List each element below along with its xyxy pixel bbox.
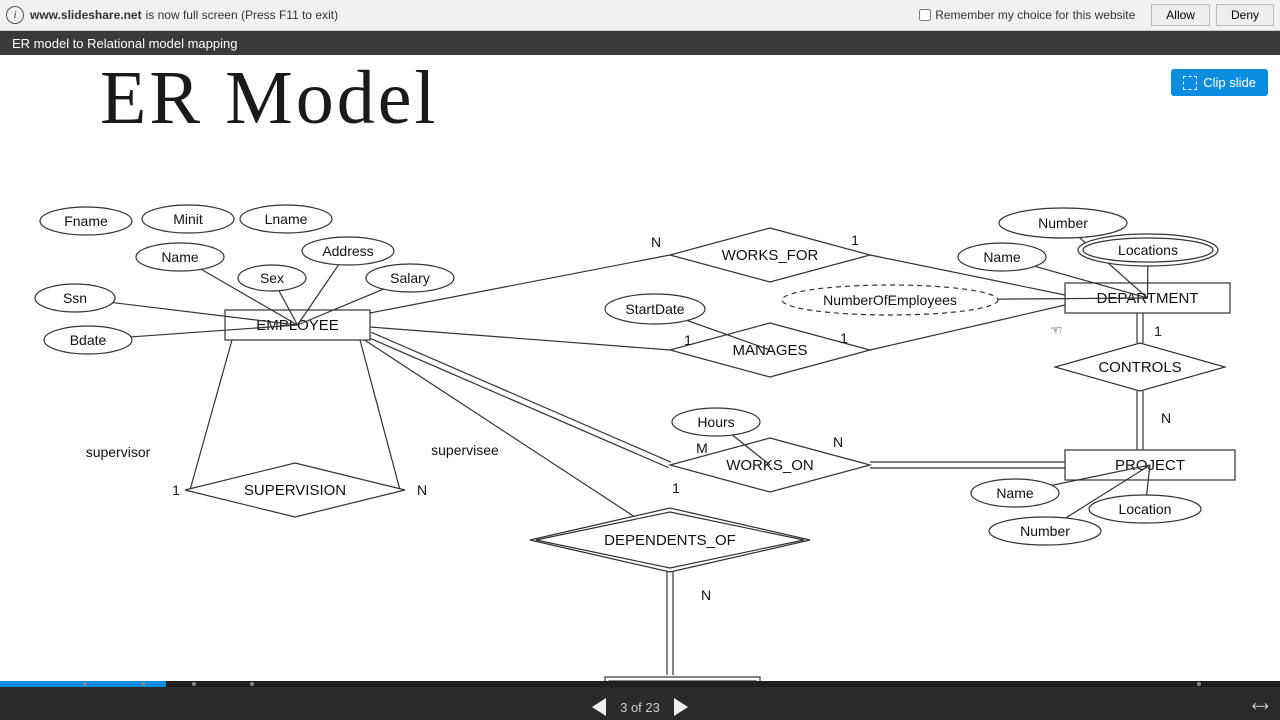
svg-text:CONTROLS: CONTROLS [1098,359,1181,376]
svg-text:Fname: Fname [64,213,108,229]
svg-text:1: 1 [840,330,848,346]
notif-message: is now full screen (Press F11 to exit) [146,8,339,22]
svg-text:N: N [833,434,843,450]
svg-text:Lname: Lname [265,211,308,227]
svg-text:Locations: Locations [1118,242,1178,258]
svg-text:WORKS_ON: WORKS_ON [726,457,814,474]
slide-canvas: ER Model Clip slide EMPLOYEEDEPARTMENTPR… [0,55,1280,681]
svg-text:SUPERVISION: SUPERVISION [244,482,346,499]
progress-dot [1197,682,1201,686]
svg-text:supervisor: supervisor [86,444,151,460]
progress-dot [141,682,145,686]
prev-slide-button[interactable] [592,698,606,716]
svg-text:Salary: Salary [390,270,430,286]
fullscreen-notification-bar: i www.slideshare.net is now full screen … [0,0,1280,31]
svg-text:☜: ☜ [1050,322,1063,338]
svg-text:supervisee: supervisee [431,442,499,458]
svg-text:Ssn: Ssn [63,290,87,306]
svg-text:1: 1 [684,332,692,348]
svg-text:Address: Address [322,243,373,259]
svg-text:DEPENDENTS_OF: DEPENDENTS_OF [604,532,736,549]
svg-text:1: 1 [1154,323,1162,339]
svg-text:M: M [696,440,708,456]
svg-text:Number: Number [1038,215,1088,231]
svg-text:Number: Number [1020,523,1070,539]
svg-text:N: N [701,587,711,603]
info-icon: i [6,6,24,24]
svg-text:N: N [1161,410,1171,426]
remember-label: Remember my choice for this website [935,8,1135,22]
progress-dot [192,682,196,686]
svg-text:Sex: Sex [260,270,284,286]
svg-text:MANAGES: MANAGES [732,342,807,359]
svg-text:1: 1 [851,232,859,248]
svg-text:WORKS_FOR: WORKS_FOR [722,247,819,264]
svg-text:Name: Name [161,249,199,265]
notif-domain: www.slideshare.net [30,8,142,22]
allow-button[interactable]: Allow [1151,4,1210,26]
svg-text:StartDate: StartDate [625,301,684,317]
svg-text:Minit: Minit [173,211,203,227]
page-indicator: 3 of 23 [620,700,660,715]
svg-text:N: N [651,234,661,250]
deny-button[interactable]: Deny [1216,4,1274,26]
svg-text:1: 1 [672,480,680,496]
svg-text:NumberOfEmployees: NumberOfEmployees [823,292,957,308]
svg-text:Bdate: Bdate [70,332,107,348]
svg-text:Location: Location [1119,501,1172,517]
svg-text:1: 1 [172,482,180,498]
svg-text:N: N [417,482,427,498]
er-diagram: EMPLOYEEDEPARTMENTPROJECTDEPENDENTWORKS_… [0,55,1280,681]
remember-checkbox[interactable] [919,9,931,21]
svg-text:Hours: Hours [697,414,734,430]
progress-dot [250,682,254,686]
svg-text:Name: Name [996,485,1034,501]
presentation-title-bar: ER model to Relational model mapping [0,31,1280,55]
slide-nav-bar: 3 of 23 ⤢ [0,687,1280,720]
exit-fullscreen-icon[interactable]: ⤢ [1249,696,1271,718]
svg-text:Name: Name [983,249,1021,265]
next-slide-button[interactable] [674,698,688,716]
presentation-title: ER model to Relational model mapping [12,36,237,51]
